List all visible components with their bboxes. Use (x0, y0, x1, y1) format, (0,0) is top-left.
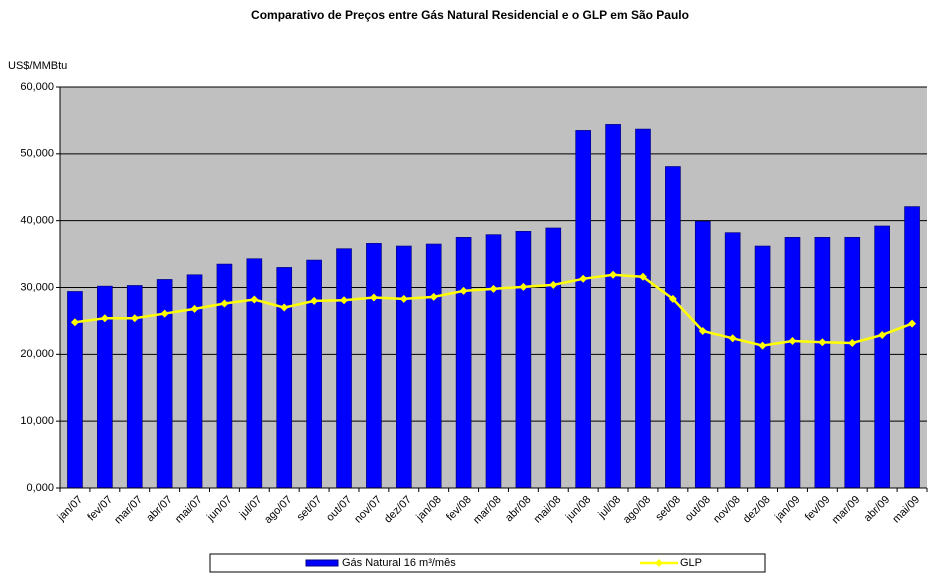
marker (130, 314, 139, 323)
marker (908, 319, 917, 328)
bar (635, 128, 651, 489)
x-tick-label: jun/07 (204, 494, 234, 524)
y-tick-label: 0,000 (26, 482, 54, 494)
bar (306, 259, 322, 489)
marker (728, 334, 737, 343)
bar (395, 245, 412, 489)
bar (844, 237, 861, 489)
bar (515, 231, 532, 489)
x-tick-label: mai/07 (173, 494, 205, 526)
bar (425, 243, 442, 489)
y-tick-label: 50,000 (20, 148, 54, 160)
y-tick-label: 30,000 (20, 281, 54, 293)
marker (220, 299, 229, 308)
y-tick-label: 20,000 (20, 348, 54, 360)
x-tick-label: jul/08 (595, 494, 623, 522)
bar (694, 220, 711, 489)
x-tick-label: mai/08 (532, 494, 564, 526)
bar (455, 237, 472, 489)
y-tick-label: 40,000 (20, 215, 54, 227)
x-tick-label: mar/08 (471, 494, 504, 527)
x-tick-label: nov/08 (711, 494, 743, 526)
bar (904, 206, 920, 489)
bar (754, 245, 771, 489)
marker (250, 295, 259, 304)
bar (216, 263, 233, 489)
x-tick-label: abr/09 (862, 494, 893, 525)
bar (366, 243, 382, 489)
marker (340, 296, 349, 305)
marker (70, 318, 79, 327)
x-tick-label: ago/08 (621, 494, 653, 526)
marker (848, 338, 857, 347)
bar (485, 234, 502, 489)
x-tick-label: abr/08 (503, 494, 534, 525)
y-tick-label: 10,000 (20, 415, 54, 427)
bar (665, 166, 681, 489)
x-tick-label: out/07 (324, 494, 354, 524)
x-tick-label: set/08 (653, 494, 683, 524)
x-tick-label: fev/09 (803, 494, 833, 524)
marker (668, 294, 677, 303)
marker (459, 286, 468, 295)
x-tick-label: set/07 (295, 494, 325, 524)
x-tick-label: jan/09 (772, 494, 802, 524)
bar (874, 225, 890, 489)
x-tick-label: jun/08 (563, 494, 593, 524)
x-tick-label: mai/09 (890, 494, 922, 526)
y-axis-label: US$/MMBtu (8, 60, 67, 72)
x-tick-label: jan/07 (55, 494, 85, 524)
x-tick-label: jul/07 (237, 494, 265, 522)
chart-title: Comparativo de Preços entre Gás Natural … (251, 8, 689, 22)
bar (575, 130, 592, 489)
bar (724, 232, 741, 489)
marker (489, 284, 498, 293)
marker (519, 282, 528, 291)
legend-swatch (305, 559, 339, 567)
bar (784, 237, 801, 489)
marker (190, 304, 199, 313)
marker (579, 274, 588, 283)
x-tick-label: mar/09 (830, 494, 863, 527)
marker (609, 270, 618, 279)
marker (878, 330, 887, 339)
bar (545, 227, 562, 489)
legend-marker (655, 559, 663, 567)
marker (369, 293, 378, 302)
marker (638, 272, 647, 281)
x-tick-label: dez/07 (382, 494, 414, 526)
marker (100, 314, 109, 323)
marker (429, 292, 438, 301)
marker (280, 303, 289, 312)
x-tick-label: mar/07 (112, 494, 145, 527)
bar (246, 258, 263, 489)
legend-label: Gás Natural 16 m³/mês (342, 557, 456, 569)
y-tick-label: 60,000 (20, 81, 54, 93)
legend-label: GLP (680, 557, 702, 569)
x-tick-label: jan/08 (413, 494, 443, 524)
x-tick-label: abr/07 (144, 494, 175, 525)
marker (698, 326, 707, 335)
marker (160, 309, 169, 318)
legend (209, 553, 766, 573)
x-tick-label: dez/08 (741, 494, 773, 526)
bar (276, 267, 293, 489)
bar (814, 237, 831, 489)
marker (549, 280, 558, 289)
marker (818, 338, 827, 347)
marker (758, 341, 767, 350)
x-tick-label: fev/07 (85, 494, 115, 524)
x-tick-label: nov/07 (352, 494, 384, 526)
marker (310, 296, 319, 305)
marker (399, 294, 408, 303)
x-tick-label: ago/07 (262, 494, 294, 526)
marker (788, 336, 797, 345)
bar (336, 248, 352, 489)
x-tick-label: fev/08 (444, 494, 474, 524)
bar (605, 124, 621, 489)
x-tick-label: out/08 (683, 494, 713, 524)
